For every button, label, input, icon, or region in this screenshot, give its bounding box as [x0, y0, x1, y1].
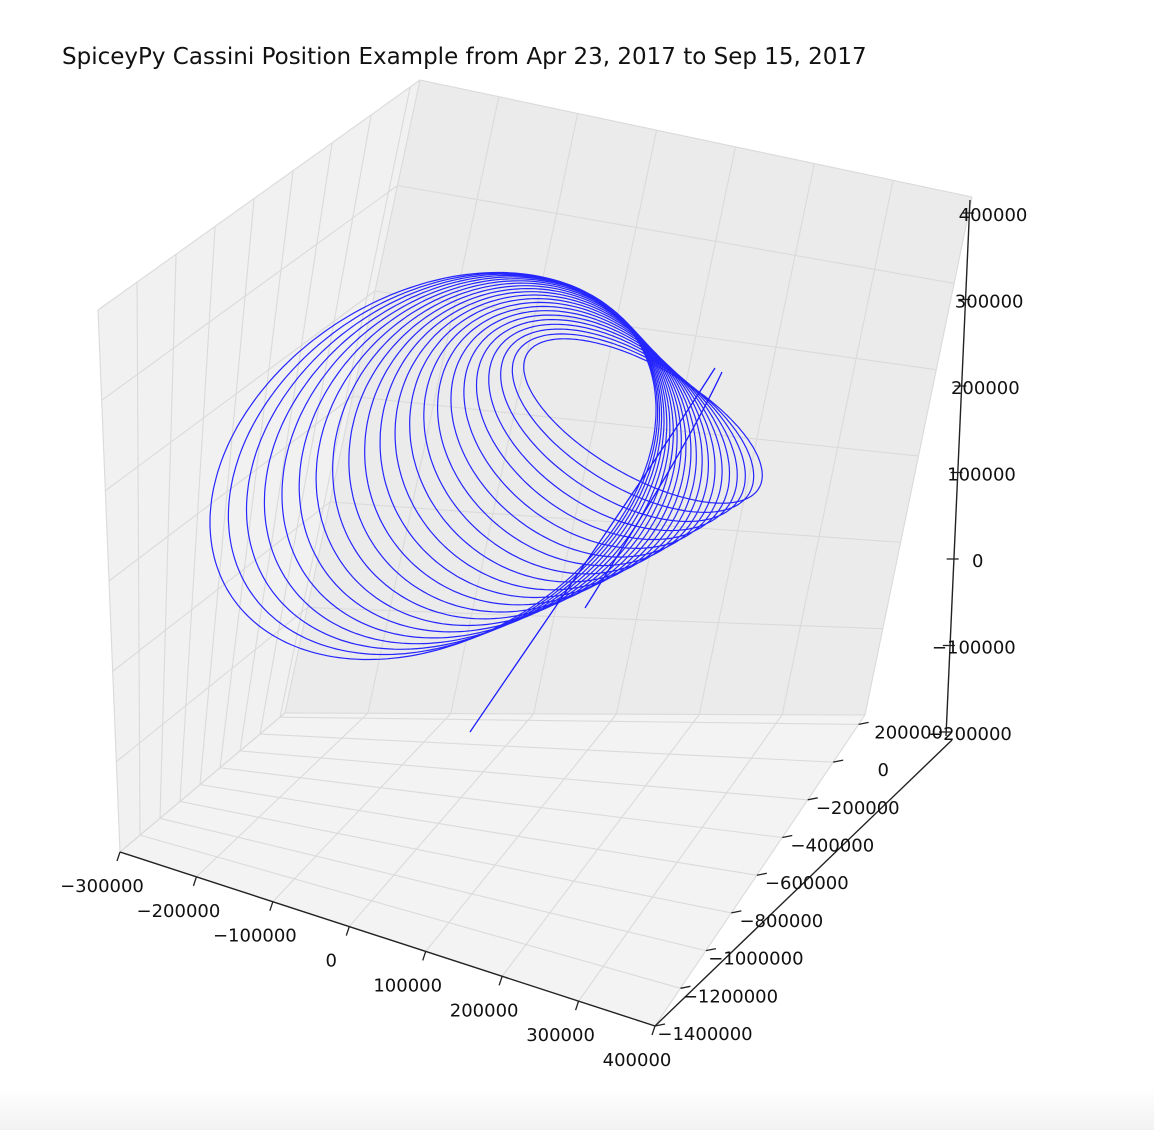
y-tick-mark — [731, 910, 742, 914]
x-tick-label: −100000 — [213, 926, 297, 947]
x-axis-line — [119, 851, 656, 1027]
y-axis-line — [654, 739, 953, 1027]
x-tick-mark — [192, 876, 198, 887]
grid-y-floor — [179, 800, 732, 914]
grid-x-floor — [425, 713, 617, 952]
grid-z-back — [284, 712, 866, 716]
grid-z-left — [101, 185, 398, 401]
grid-lines — [97, 79, 973, 1027]
z-tick-label: 400000 — [959, 205, 1028, 226]
grid-y-floor — [279, 716, 859, 725]
y-tick-mark — [680, 985, 691, 989]
chart-title: SpiceyPy Cassini Position Example from A… — [62, 44, 867, 70]
z-tick-label: 300000 — [955, 292, 1024, 313]
grid-z-left — [105, 290, 376, 492]
grid-z-left — [97, 79, 421, 311]
y-tick-mark — [654, 1023, 666, 1027]
trajectory-tail-lower — [469, 367, 716, 733]
x-tick-label: 100000 — [373, 975, 442, 996]
z-tick-label: 100000 — [947, 465, 1016, 486]
x-tick-label: −300000 — [60, 876, 144, 897]
trajectory-line — [209, 271, 763, 661]
x-tick-mark — [345, 926, 350, 936]
x-tick-mark — [116, 851, 121, 862]
z-tick-label: 0 — [972, 551, 983, 572]
pane-left — [98, 80, 420, 852]
y-tick-mark — [705, 947, 717, 952]
tick-labels: −300000−200000−1000000100000200000300000… — [60, 205, 1027, 1071]
grid-y-floor — [239, 750, 808, 801]
x-tick-label: 200000 — [450, 1000, 519, 1021]
x-tick-mark — [498, 976, 503, 986]
z-tick-label: −100000 — [932, 638, 1016, 659]
x-tick-label: 300000 — [526, 1025, 595, 1046]
y-tick-mark — [858, 721, 869, 726]
y-tick-label: −1400000 — [657, 1024, 752, 1045]
bottom-fade — [0, 1088, 1154, 1130]
pane-floor — [120, 713, 865, 1026]
x-tick-label: −200000 — [137, 901, 221, 922]
x-tick-mark — [269, 901, 274, 911]
grid-x-floor — [578, 714, 783, 1002]
y-tick-label: 200000 — [874, 722, 943, 743]
grid-x-floor — [348, 713, 534, 927]
grid-z-left — [112, 501, 331, 672]
y-tick-mark — [756, 872, 767, 876]
y-tick-label: −600000 — [765, 873, 849, 894]
grid-y-floor — [219, 767, 783, 839]
y-tick-label: −1000000 — [708, 949, 803, 970]
x-tick-label: 400000 — [603, 1050, 672, 1071]
grid-z-left — [115, 607, 308, 763]
x-tick-mark — [574, 1000, 580, 1011]
grid-x-floor — [196, 712, 369, 878]
grid-y-floor — [139, 834, 681, 989]
grid-z-back — [352, 395, 919, 457]
grid-x-floor — [654, 714, 866, 1027]
y-tick-mark — [782, 834, 793, 839]
y-tick-label: −400000 — [790, 836, 874, 857]
grid-y-floor — [199, 784, 757, 876]
y-tick-label: −800000 — [739, 911, 823, 932]
grid-z-left — [119, 712, 286, 853]
grid-z-back — [307, 606, 883, 630]
grid-x-floor — [272, 713, 452, 903]
z-axis-line — [945, 199, 971, 737]
grid-z-back — [374, 290, 937, 371]
y-tick-label: −200000 — [816, 798, 900, 819]
tick-marks — [116, 212, 974, 1036]
x-tick-mark — [651, 1025, 656, 1036]
grid-x-floor — [501, 714, 700, 977]
z-tick-label: −200000 — [928, 724, 1012, 745]
y-tick-mark — [833, 759, 844, 763]
z-tick-label: 200000 — [951, 378, 1020, 399]
grid-y-floor — [259, 733, 834, 763]
trajectory-tail — [584, 371, 723, 609]
grid-z-back — [329, 501, 901, 543]
y-tick-mark — [807, 797, 818, 801]
grid-z-back — [419, 79, 973, 198]
x-tick-label: 0 — [326, 951, 337, 972]
y-tick-label: −1200000 — [683, 986, 778, 1007]
x-tick-mark — [422, 951, 427, 961]
axis-lines — [119, 199, 971, 1027]
trajectory — [209, 271, 763, 733]
y-tick-label: 0 — [877, 760, 888, 781]
grid-z-back — [397, 184, 955, 284]
grid-y-floor — [159, 817, 707, 952]
